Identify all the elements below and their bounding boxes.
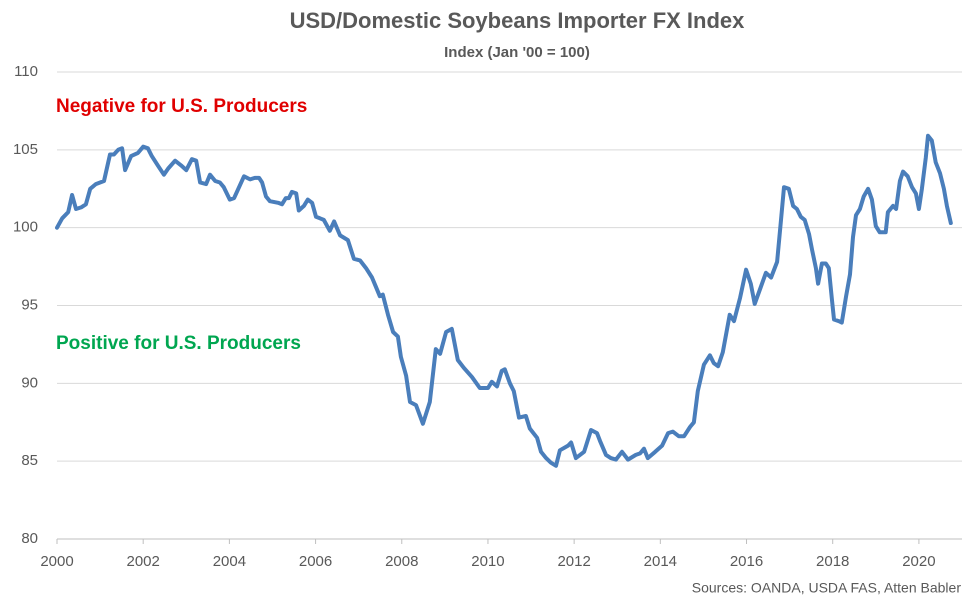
chart-title: USD/Domestic Soybeans Importer FX Index: [290, 8, 746, 33]
x-tick-label: 2004: [213, 553, 246, 570]
x-tick-label: 2008: [385, 553, 418, 570]
y-tick-label: 110: [14, 63, 38, 80]
y-tick-label: 95: [21, 296, 38, 313]
source: Sources: OANDA, USDA FAS, Atten Babler: [692, 580, 962, 596]
x-tick-label: 2010: [471, 553, 504, 570]
x-tick-label: 2020: [902, 553, 935, 570]
x-tick-label: 2000: [40, 553, 73, 570]
x-tick-label: 2002: [127, 553, 160, 570]
y-tick-label: 80: [21, 530, 38, 547]
x-tick-label: 2016: [730, 553, 763, 570]
x-tick-label: 2012: [557, 553, 590, 570]
annotation: Positive for U.S. Producers: [56, 333, 301, 354]
y-tick-label: 85: [21, 452, 38, 469]
annotation: Negative for U.S. Producers: [56, 96, 307, 117]
y-tick-label: 90: [21, 374, 38, 391]
y-tick-label: 105: [13, 141, 38, 158]
data-line: [55, 133, 953, 468]
x-tick-label: 2006: [299, 553, 332, 570]
x-tick-label: 2018: [816, 553, 849, 570]
chart-subtitle: Index (Jan '00 = 100): [444, 44, 590, 61]
x-tick-label: 2014: [644, 553, 677, 570]
y-tick-label: 100: [13, 219, 38, 236]
